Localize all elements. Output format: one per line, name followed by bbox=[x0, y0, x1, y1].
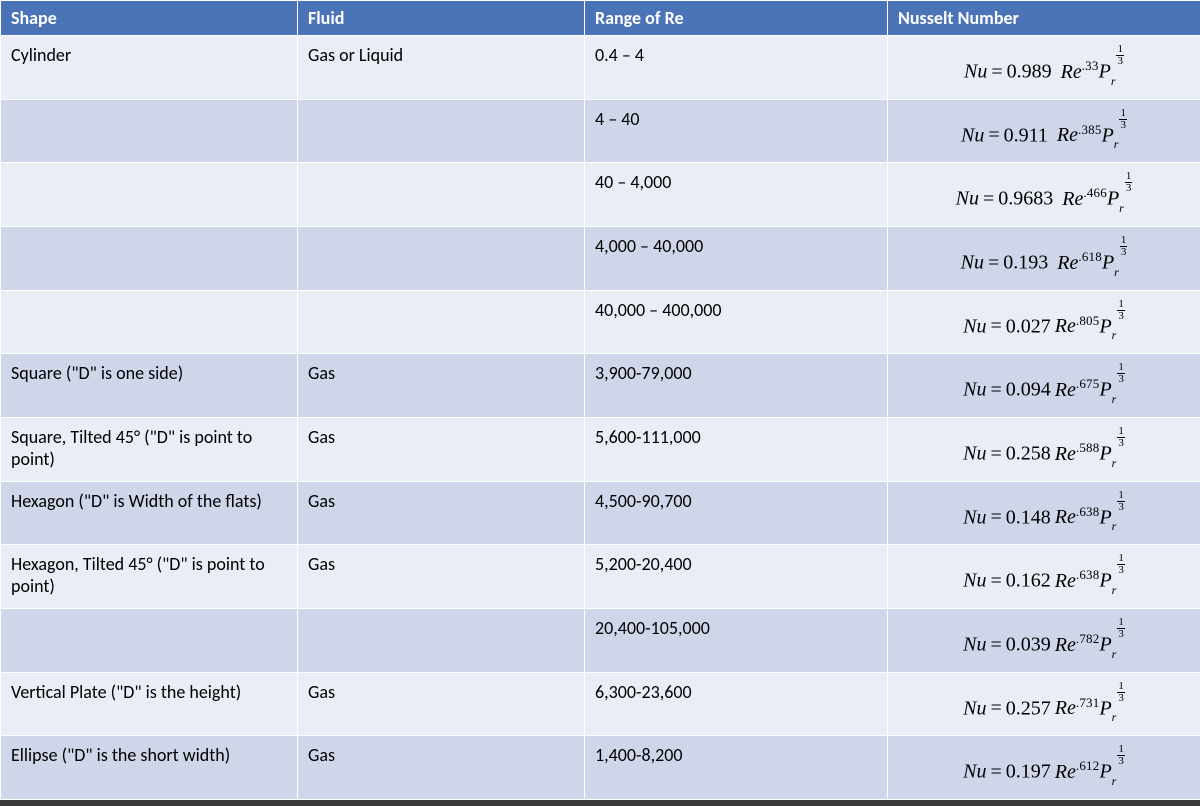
cell-nusselt-formula: Nu=0.989 Re.33Pr13 bbox=[888, 36, 1200, 100]
table-row: Ellipse ("D" is the short width)Gas1,400… bbox=[1, 736, 1200, 800]
cell-nusselt-formula: Nu=0.257Re.731Pr13 bbox=[888, 672, 1200, 736]
cell-shape: Square, Tilted 45° ("D" is point to poin… bbox=[1, 417, 298, 481]
cell-fluid bbox=[298, 226, 585, 290]
cell-range: 4 – 40 bbox=[585, 99, 888, 163]
cell-shape: Cylinder bbox=[1, 36, 298, 100]
table-row: 40 – 4,000Nu=0.9683 Re.466Pr13 bbox=[1, 163, 1200, 227]
cell-shape: Ellipse ("D" is the short width) bbox=[1, 736, 298, 800]
cell-fluid: Gas bbox=[298, 672, 585, 736]
table-row: CylinderGas or Liquid0.4 – 4Nu=0.989 Re.… bbox=[1, 36, 1200, 100]
col-range: Range of Re bbox=[585, 1, 888, 36]
bottom-scroll-bar bbox=[0, 800, 1200, 806]
table-row: 40,000 – 400,000Nu=0.027Re.805Pr13 bbox=[1, 290, 1200, 354]
table-row: 4,000 – 40,000Nu=0.193 Re.618Pr13 bbox=[1, 226, 1200, 290]
cell-nusselt-formula: Nu=0.039Re.782Pr13 bbox=[888, 608, 1200, 672]
cell-fluid: Gas bbox=[298, 481, 585, 545]
cell-shape bbox=[1, 163, 298, 227]
col-nusselt: Nusselt Number bbox=[888, 1, 1200, 36]
cell-nusselt-formula: Nu=0.148Re.638Pr13 bbox=[888, 481, 1200, 545]
cell-shape: Square ("D" is one side) bbox=[1, 354, 298, 418]
cell-shape: Hexagon ("D" is Width of the flats) bbox=[1, 481, 298, 545]
cell-range: 6,300-23,600 bbox=[585, 672, 888, 736]
cell-fluid: Gas bbox=[298, 545, 585, 609]
cell-range: 1,400-8,200 bbox=[585, 736, 888, 800]
cell-shape bbox=[1, 290, 298, 354]
cell-range: 40,000 – 400,000 bbox=[585, 290, 888, 354]
cell-nusselt-formula: Nu=0.027Re.805Pr13 bbox=[888, 290, 1200, 354]
cell-nusselt-formula: Nu=0.258Re.588Pr13 bbox=[888, 417, 1200, 481]
nusselt-correlation-table: Shape Fluid Range of Re Nusselt Number C… bbox=[0, 0, 1200, 800]
col-fluid: Fluid bbox=[298, 1, 585, 36]
table-row: 4 – 40Nu=0.911 Re.385Pr13 bbox=[1, 99, 1200, 163]
cell-range: 4,000 – 40,000 bbox=[585, 226, 888, 290]
cell-shape bbox=[1, 608, 298, 672]
cell-fluid bbox=[298, 163, 585, 227]
cell-range: 40 – 4,000 bbox=[585, 163, 888, 227]
table-row: Vertical Plate ("D" is the height)Gas6,3… bbox=[1, 672, 1200, 736]
cell-range: 3,900-79,000 bbox=[585, 354, 888, 418]
cell-shape bbox=[1, 99, 298, 163]
cell-nusselt-formula: Nu=0.911 Re.385Pr13 bbox=[888, 99, 1200, 163]
table-header-row: Shape Fluid Range of Re Nusselt Number bbox=[1, 1, 1200, 36]
table-row: Hexagon, Tilted 45° ("D" is point to poi… bbox=[1, 545, 1200, 609]
table-row: 20,400-105,000Nu=0.039Re.782Pr13 bbox=[1, 608, 1200, 672]
cell-fluid: Gas or Liquid bbox=[298, 36, 585, 100]
col-shape: Shape bbox=[1, 1, 298, 36]
cell-range: 0.4 – 4 bbox=[585, 36, 888, 100]
cell-fluid bbox=[298, 99, 585, 163]
table-row: Hexagon ("D" is Width of the flats)Gas4,… bbox=[1, 481, 1200, 545]
cell-nusselt-formula: Nu=0.9683 Re.466Pr13 bbox=[888, 163, 1200, 227]
cell-shape: Vertical Plate ("D" is the height) bbox=[1, 672, 298, 736]
cell-fluid: Gas bbox=[298, 736, 585, 800]
cell-range: 20,400-105,000 bbox=[585, 608, 888, 672]
cell-fluid bbox=[298, 608, 585, 672]
cell-fluid bbox=[298, 290, 585, 354]
cell-range: 5,600-111,000 bbox=[585, 417, 888, 481]
cell-range: 4,500-90,700 bbox=[585, 481, 888, 545]
table-row: Square, Tilted 45° ("D" is point to poin… bbox=[1, 417, 1200, 481]
table-row: Square ("D" is one side)Gas3,900-79,000N… bbox=[1, 354, 1200, 418]
cell-nusselt-formula: Nu=0.193 Re.618Pr13 bbox=[888, 226, 1200, 290]
cell-shape: Hexagon, Tilted 45° ("D" is point to poi… bbox=[1, 545, 298, 609]
cell-range: 5,200-20,400 bbox=[585, 545, 888, 609]
cell-shape bbox=[1, 226, 298, 290]
cell-nusselt-formula: Nu=0.162Re.638Pr13 bbox=[888, 545, 1200, 609]
cell-fluid: Gas bbox=[298, 417, 585, 481]
cell-fluid: Gas bbox=[298, 354, 585, 418]
cell-nusselt-formula: Nu=0.094Re.675Pr13 bbox=[888, 354, 1200, 418]
cell-nusselt-formula: Nu=0.197Re.612Pr13 bbox=[888, 736, 1200, 800]
